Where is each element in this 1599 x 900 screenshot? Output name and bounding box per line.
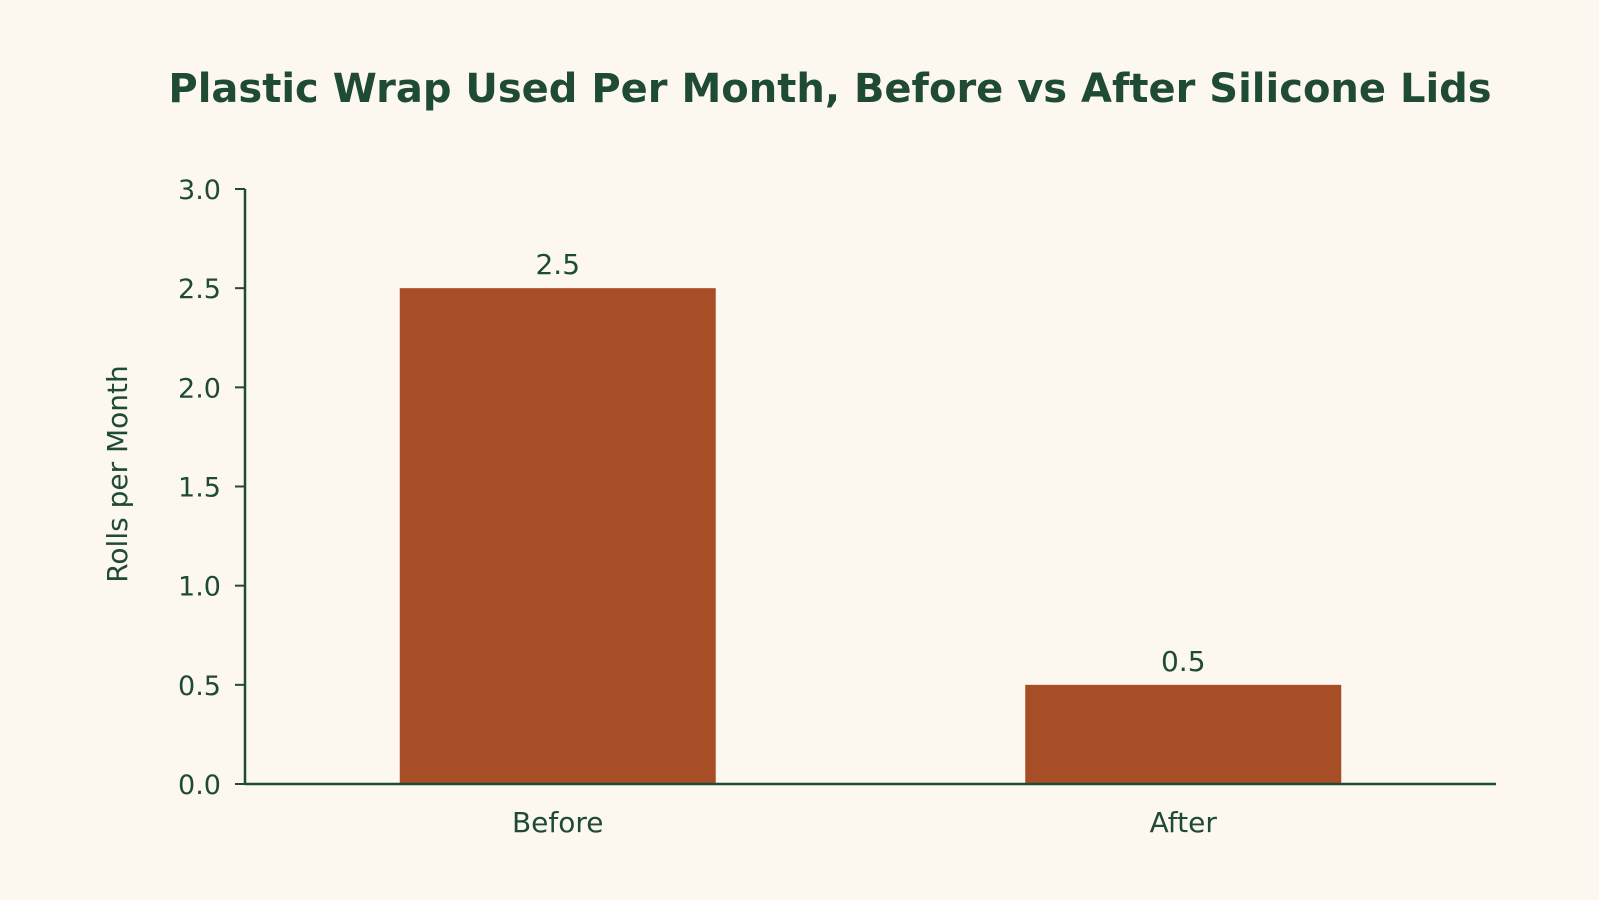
bars	[399, 288, 1342, 784]
y-tick-label: 0.5	[178, 671, 221, 702]
value-label: 0.5	[1161, 645, 1206, 678]
value-label: 2.5	[535, 248, 580, 281]
y-tick-label: 1.0	[178, 572, 221, 603]
y-tick-label: 2.0	[178, 373, 221, 404]
bar-after	[1025, 684, 1342, 784]
x-category-label: After	[1150, 806, 1218, 839]
y-tick-label: 3.0	[178, 175, 221, 206]
x-category-label: Before	[512, 806, 604, 839]
chart-title: Plastic Wrap Used Per Month, Before vs A…	[168, 66, 1491, 112]
y-axis-ticks: 0.0 0.5 1.0 1.5 2.0 2.5 3.0	[178, 175, 245, 801]
bar-before	[399, 288, 716, 784]
x-axis-labels: Before After	[512, 806, 1217, 839]
y-tick-label: 0.0	[178, 770, 221, 801]
value-labels: 2.5 0.5	[535, 248, 1205, 678]
y-tick-label: 2.5	[178, 274, 221, 305]
y-tick-label: 1.5	[178, 473, 221, 504]
y-axis-label: Rolls per Month	[101, 365, 134, 583]
